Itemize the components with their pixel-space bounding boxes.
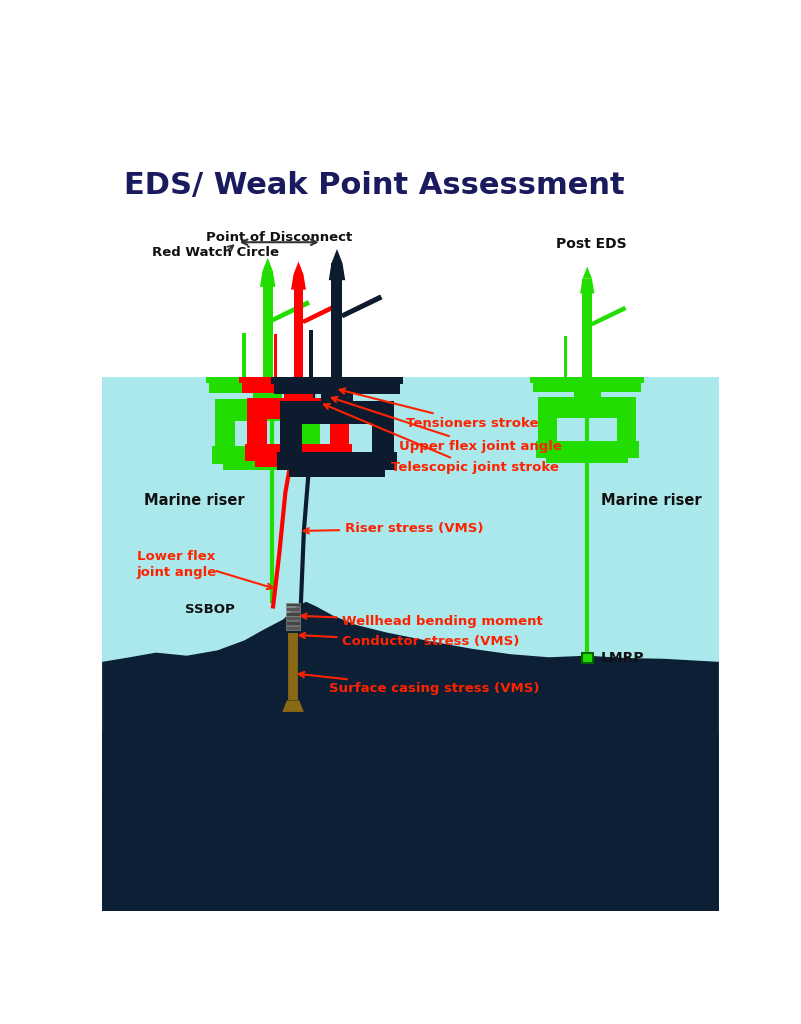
Text: Red Watch Circle: Red Watch Circle [152,246,280,259]
Polygon shape [103,779,719,911]
Bar [271,377,403,384]
Bar [574,392,601,397]
Polygon shape [340,295,383,318]
Bar [242,377,355,392]
Bar [293,274,304,377]
Bar [564,336,567,377]
Polygon shape [590,306,626,327]
Bar [242,333,246,377]
Bar [372,424,393,452]
Bar [288,633,299,642]
Bar [286,607,300,611]
Bar [538,397,636,418]
Polygon shape [301,303,340,324]
Bar [277,452,396,470]
Bar [280,400,393,424]
Polygon shape [271,300,310,323]
Text: Surface casing stress (VMS): Surface casing stress (VMS) [299,672,540,695]
Bar [206,377,329,383]
Text: Marine riser: Marine riser [144,493,245,508]
Bar [332,263,343,377]
Bar [321,394,352,400]
Bar [284,392,312,398]
Bar [256,461,341,467]
Text: LMRP: LMRP [601,651,645,665]
Bar [330,420,349,444]
Polygon shape [103,377,719,911]
Bar [617,418,636,441]
Polygon shape [103,718,719,911]
Bar [533,377,642,392]
Text: Wellhead bending moment: Wellhead bending moment [301,613,543,629]
Polygon shape [260,271,276,287]
Text: Upper flex joint angle: Upper flex joint angle [332,397,562,453]
Polygon shape [291,274,306,290]
Bar [530,377,644,383]
Polygon shape [263,258,273,271]
Polygon shape [293,261,304,274]
Polygon shape [582,266,592,279]
Bar [286,602,300,606]
Bar [546,458,629,463]
Bar [223,464,312,470]
Bar [582,652,593,664]
Bar [263,271,273,377]
Bar [215,421,235,446]
Bar [274,377,400,394]
Text: Post EDS: Post EDS [557,237,627,251]
Bar [253,393,282,399]
Bar [215,399,320,421]
Bar [289,470,384,477]
Text: Lower flex
joint angle: Lower flex joint angle [137,550,217,580]
Bar [286,616,300,621]
Text: Telescopic joint stroke: Telescopic joint stroke [324,404,559,474]
Bar [248,420,268,444]
Bar [536,441,638,458]
Text: EDS/ Weak Point Assessment: EDS/ Weak Point Assessment [123,171,624,200]
Bar [309,330,313,377]
Text: SSBOP: SSBOP [185,603,235,616]
Bar [286,626,300,630]
Polygon shape [332,249,343,263]
Text: Marine riser: Marine riser [601,493,702,508]
Bar [209,377,326,393]
Bar [280,424,303,452]
Text: Riser stress (VMS): Riser stress (VMS) [304,522,483,536]
Bar [300,421,320,446]
Polygon shape [282,700,304,712]
Bar [538,418,557,441]
Bar [239,377,358,383]
Polygon shape [103,602,719,911]
Bar [582,279,592,377]
Bar [212,446,324,464]
Text: Point of Disconnect: Point of Disconnect [206,230,352,244]
Bar [244,444,352,461]
Bar [274,335,277,377]
Bar [286,611,300,615]
Polygon shape [328,263,345,281]
Text: Conductor stress (VMS): Conductor stress (VMS) [300,633,520,648]
Bar [248,398,349,420]
Text: Tensioners stroke: Tensioners stroke [340,388,539,430]
Polygon shape [580,279,594,294]
Bar [286,622,300,625]
